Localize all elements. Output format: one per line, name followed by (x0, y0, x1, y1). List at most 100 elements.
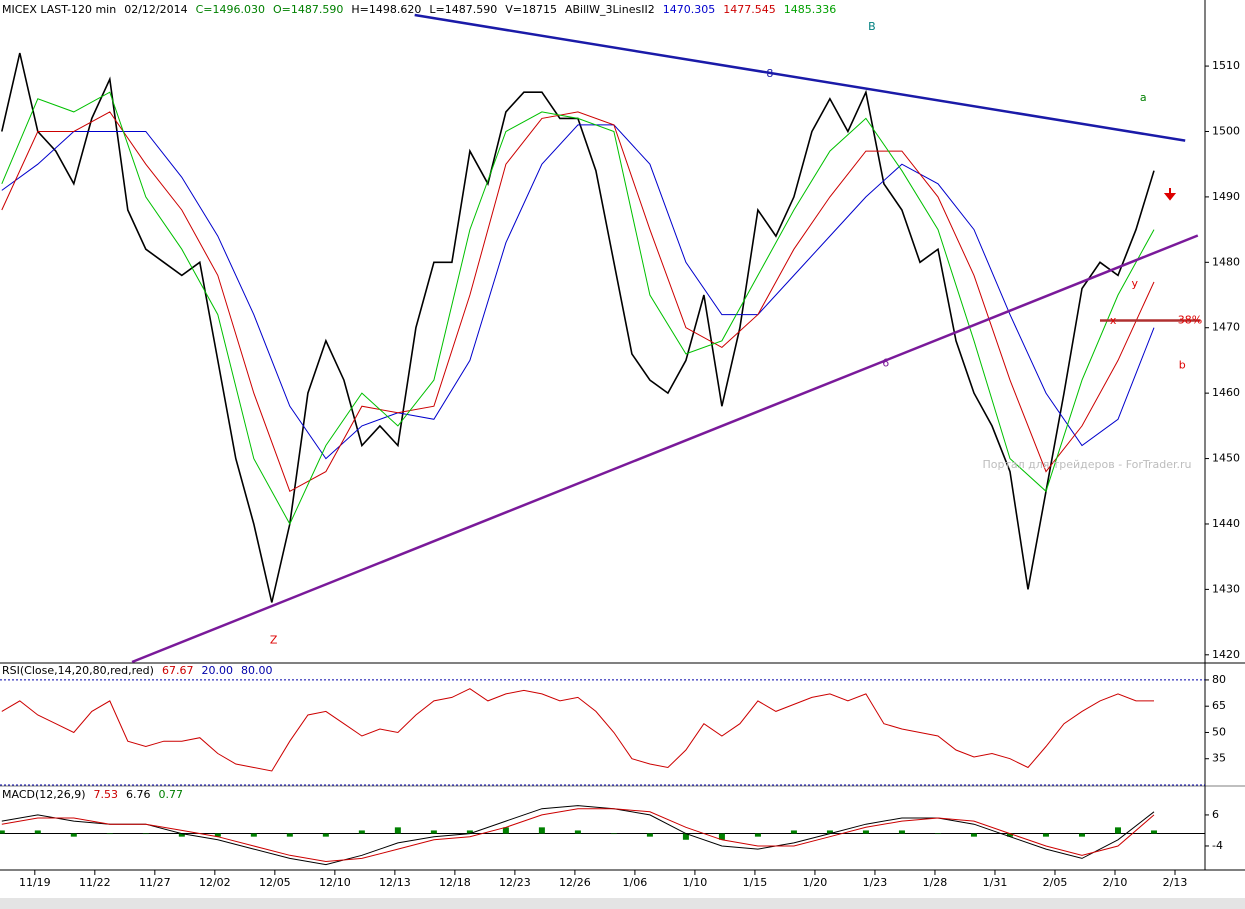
y-tick-label: 1470 (1212, 321, 1240, 334)
header-text: MACD(12,26,9) (2, 788, 86, 801)
header-text: MICEX LAST-120 min (2, 3, 116, 16)
y-tick-label: 1490 (1212, 190, 1240, 203)
histogram-bar (0, 830, 5, 834)
y-tick-label: 80 (1212, 673, 1226, 686)
header-text: 20.00 (201, 664, 233, 677)
histogram-bar (502, 827, 509, 834)
histogram-bar (646, 833, 653, 837)
histogram-bar (1114, 827, 1121, 834)
x-tick-label: 12/18 (439, 876, 471, 889)
header-text: 1485.336 (784, 3, 837, 16)
histogram-bar (970, 833, 977, 837)
annotation: x (1110, 314, 1117, 327)
header-text: C=1496.030 (196, 3, 265, 16)
histogram-bar (286, 833, 293, 837)
trendline (414, 13, 1186, 142)
x-tick-label: 11/19 (19, 876, 51, 889)
annotation: 6 (882, 357, 889, 370)
histogram-bar (610, 833, 617, 835)
series-line (1, 111, 1155, 493)
histogram-bar (826, 830, 833, 834)
annotation: b (1179, 359, 1186, 372)
x-tick-label: 1/23 (863, 876, 888, 889)
y-tick-label: 1460 (1212, 386, 1240, 399)
histogram-bar (106, 833, 113, 835)
histogram-bar (214, 833, 221, 837)
histogram-bar (718, 833, 725, 840)
x-tick-label: 12/02 (199, 876, 231, 889)
x-tick-label: 2/10 (1103, 876, 1128, 889)
histogram-bar (898, 830, 905, 834)
x-tick-label: 12/26 (559, 876, 591, 889)
x-tick-label: 1/15 (743, 876, 768, 889)
x-tick-label: 11/22 (79, 876, 111, 889)
y-tick-label: 1480 (1212, 255, 1240, 268)
series-line (1, 91, 1155, 526)
header-text: 6.76 (126, 788, 151, 801)
y-tick-label: 1430 (1212, 582, 1240, 595)
y-tick-label: 1450 (1212, 452, 1240, 465)
histogram-bar (538, 827, 545, 834)
annotation: 38% (1178, 314, 1202, 327)
header-text: RSI(Close,14,20,80,red,red) (2, 664, 154, 677)
x-tick-label: 1/31 (983, 876, 1008, 889)
x-tick-label: 12/05 (259, 876, 291, 889)
x-tick-label: 1/06 (623, 876, 648, 889)
header-text: V=18715 (505, 3, 557, 16)
series-line (1, 688, 1154, 772)
x-tick-label: 12/10 (319, 876, 351, 889)
histogram-bar (358, 830, 365, 834)
x-tick-label: 11/27 (139, 876, 171, 889)
header-text: 0.77 (159, 788, 184, 801)
histogram-bar (394, 827, 401, 834)
header-text: 80.00 (241, 664, 273, 677)
annotation: y (1132, 277, 1139, 290)
header-text: 1477.545 (723, 3, 776, 16)
y-tick-label: 50 (1212, 725, 1226, 738)
histogram-bar (322, 833, 329, 837)
x-tick-label: 2/05 (1043, 876, 1068, 889)
x-tick-label: 1/28 (923, 876, 948, 889)
header-text: H=1498.620 (351, 3, 421, 16)
histogram-bar (1078, 833, 1085, 837)
y-tick-label: 1510 (1212, 59, 1240, 72)
header-text: 67.67 (162, 664, 194, 677)
y-tick-label: 35 (1212, 752, 1226, 765)
y-tick-label: 1420 (1212, 648, 1240, 661)
header-text: L=1487.590 (429, 3, 497, 16)
histogram-bar (574, 830, 581, 834)
annotation: Z (270, 633, 278, 646)
annotation: 8 (766, 67, 773, 80)
y-tick-label: 1500 (1212, 124, 1240, 137)
histogram-bar (1150, 830, 1157, 834)
annotation: B (868, 20, 876, 33)
histogram-bar (790, 830, 797, 834)
arrow-icon (1163, 188, 1177, 201)
histogram-bar (862, 830, 869, 834)
x-tick-label: 1/20 (803, 876, 828, 889)
trendline (131, 234, 1199, 664)
histogram-bar (682, 833, 689, 840)
histogram-bar (70, 833, 77, 837)
header-text: 1470.305 (663, 3, 716, 16)
watermark: Портал для трейдеров - ForTrader.ru (982, 458, 1191, 471)
histogram-bar (34, 830, 41, 834)
histogram-bar (1042, 833, 1049, 837)
y-tick-label: -4 (1212, 839, 1223, 852)
header-text: 7.53 (94, 788, 119, 801)
header-text: 02/12/2014 (124, 3, 187, 16)
histogram-bar (754, 833, 761, 837)
series-line (1, 805, 1155, 866)
histogram-bar (142, 833, 149, 835)
histogram-bar (178, 833, 185, 837)
y-tick-label: 1440 (1212, 517, 1240, 530)
status-strip (0, 898, 1245, 909)
histogram-bar (934, 833, 941, 835)
histogram-bar (1006, 833, 1013, 837)
series-line (1, 808, 1155, 863)
y-tick-label: 6 (1212, 808, 1219, 821)
series-line (1, 124, 1155, 460)
x-tick-label: 12/23 (499, 876, 531, 889)
